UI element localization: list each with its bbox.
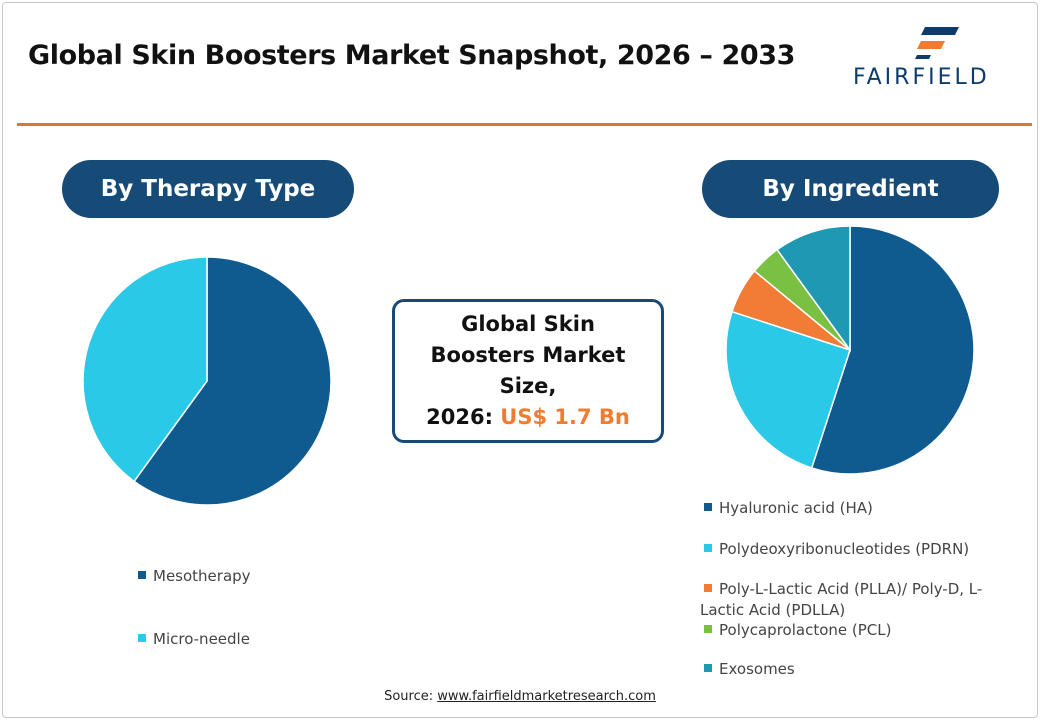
therapy-legend-swatch [138, 571, 146, 579]
ingredient-legend-swatch [704, 544, 712, 552]
market-size-year: 2026: [426, 405, 493, 429]
ingredient-legend-label: Polycaprolactone (PCL) [719, 621, 892, 639]
ingredient-legend-label: Exosomes [719, 660, 795, 678]
market-size-line1: Global Skin [461, 312, 595, 336]
therapy-legend-label: Micro-needle [153, 630, 250, 648]
ingredient-legend-item: Poly-L-Lactic Acid (PLLA)/ Poly-D, L- Lac… [700, 579, 994, 621]
therapy-legend-item: Mesotherapy [138, 566, 428, 587]
page-title: Global Skin Boosters Market Snapshot, 20… [28, 40, 796, 71]
ingredient-legend-item: Hyaluronic acid (HA) [704, 498, 994, 519]
ingredient-legend-item: Polycaprolactone (PCL) [704, 620, 994, 641]
ingredient-legend-swatch [704, 625, 712, 633]
therapy-slice-micro-needle [82, 256, 208, 483]
ingredient-legend-label: Polydeoxyribonucleotides (PDRN) [719, 540, 970, 558]
logo-text: FAIRFIELD [853, 65, 990, 90]
ingredient-legend-swatch [704, 584, 712, 592]
market-size-line3: Size, [499, 374, 557, 398]
therapy-legend-item: Micro-needle [138, 629, 428, 650]
market-size-value: US$ 1.7 Bn [500, 405, 630, 429]
ingredient-slice-polydeoxyribonucleotides-pdrn [725, 310, 851, 469]
header-divider [17, 123, 1032, 126]
therapy-legend-swatch [138, 634, 146, 642]
therapy-legend-label: Mesotherapy [153, 567, 251, 585]
ingredient-pie-chart [725, 225, 975, 475]
ingredient-legend-label: Poly-L-Lactic Acid (PLLA)/ Poly-D, L- [719, 580, 983, 598]
market-size-line2: Boosters Market [430, 343, 626, 367]
ingredient-slice-hyaluronic-acid-ha [810, 225, 975, 475]
ingredient-heading: By Ingredient [702, 160, 999, 218]
market-size-line4: 2026: US$ 1.7 Bn [395, 402, 661, 433]
ingredient-legend-item: Polydeoxyribonucleotides (PDRN) [704, 539, 994, 560]
source-label: Source: [384, 689, 434, 704]
ingredient-legend-swatch [704, 664, 712, 672]
ingredient-legend-item: Exosomes [704, 659, 994, 680]
market-size-box: Global Skin Boosters Market Size, 2026: … [392, 299, 664, 443]
logo-mark-icon [915, 27, 959, 59]
ingredient-legend-label: Hyaluronic acid (HA) [719, 499, 873, 517]
source-line: Source: www.fairfieldmarketresearch.com [3, 689, 1037, 704]
therapy-slice-mesotherapy [133, 256, 332, 506]
ingredient-legend-label: Lactic Acid (PDLLA) [700, 601, 846, 619]
ingredient-legend-swatch [704, 503, 712, 511]
therapy-type-pie-chart [82, 256, 332, 506]
therapy-type-heading: By Therapy Type [62, 160, 354, 218]
source-link[interactable]: www.fairfieldmarketresearch.com [437, 689, 656, 704]
fairfield-logo: FAIRFIELD [849, 19, 1029, 99]
ingredient-slice-exosomes [776, 225, 851, 353]
